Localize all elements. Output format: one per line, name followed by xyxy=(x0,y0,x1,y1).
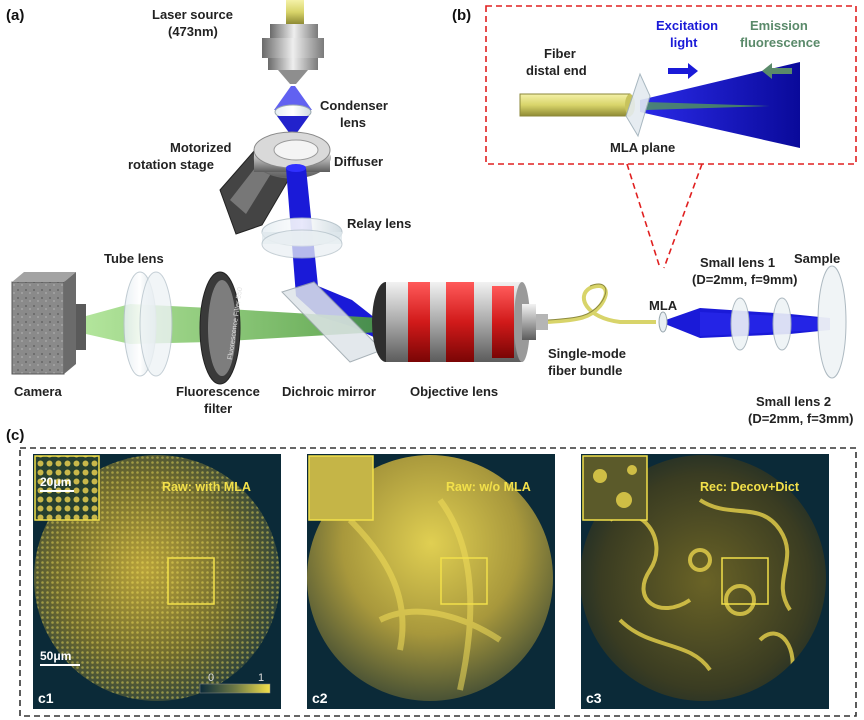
tube-lens xyxy=(123,271,173,377)
colorbar-max: 1 xyxy=(258,672,264,684)
mla-plane-label: MLA plane xyxy=(610,140,675,155)
panel-label-b: (b) xyxy=(452,7,471,24)
fluorescence-filter: Fluorescence Filter 550 xyxy=(199,271,244,385)
filter-label: Fluorescence filter xyxy=(176,384,263,416)
c1-tag: c1 xyxy=(38,690,54,706)
c1-scale-inset: 20μm xyxy=(40,475,71,489)
small-lens1-label: Small lens 1 (D=2mm, f=9mm) xyxy=(692,255,797,287)
c3-title: Rec: Decov+Dict xyxy=(700,480,800,494)
camera xyxy=(11,272,86,375)
objective-label: Objective lens xyxy=(410,384,498,399)
motor-label: Motorized rotation stage xyxy=(128,140,235,172)
c1-scale-main: 50μm xyxy=(40,649,71,663)
fiber-bundle xyxy=(547,284,656,324)
distal-optics xyxy=(658,265,847,379)
small-lens2-label: Small lens 2 (D=2mm, f=3mm) xyxy=(748,394,853,426)
c1-title: Raw: with MLA xyxy=(162,480,251,494)
panel-label-c: (c) xyxy=(6,427,24,444)
image-c1 xyxy=(33,454,281,709)
image-c2 xyxy=(307,454,555,709)
relay-label: Relay lens xyxy=(347,216,411,231)
fiber-bundle-outline xyxy=(547,283,607,321)
panel-c-frame xyxy=(19,447,857,717)
diffuser-label: Diffuser xyxy=(334,154,383,169)
smf-label: Single-mode fiber bundle xyxy=(548,346,630,378)
objective-lens xyxy=(372,282,548,362)
c2-title: Raw: w/o MLA xyxy=(446,480,531,494)
sample-label: Sample xyxy=(794,251,840,266)
laser-source xyxy=(262,0,324,84)
colorbar-min: 0 xyxy=(208,672,214,684)
c2-tag: c2 xyxy=(312,690,328,706)
inset-b-frame xyxy=(485,5,857,269)
relay-lens xyxy=(261,217,343,259)
laser-label: Laser source (473nm) xyxy=(152,7,237,39)
image-c3 xyxy=(581,454,829,709)
mla-label: MLA xyxy=(649,298,678,313)
excitation-label: Excitation light xyxy=(656,18,722,50)
tube-lens-label: Tube lens xyxy=(104,251,164,266)
condenser-label: Condenser lens xyxy=(320,98,392,130)
emission-label: Emission fluorescence xyxy=(740,18,820,50)
inset-b-drawing xyxy=(519,62,800,148)
fiber-distal-label: Fiber distal end xyxy=(526,46,587,78)
condenser-lens xyxy=(274,86,312,134)
panel-label-a: (a) xyxy=(6,7,24,24)
dichroic-label: Dichroic mirror xyxy=(282,384,376,399)
c3-tag: c3 xyxy=(586,690,602,706)
camera-label: Camera xyxy=(14,384,62,399)
rotation-stage xyxy=(219,131,331,235)
